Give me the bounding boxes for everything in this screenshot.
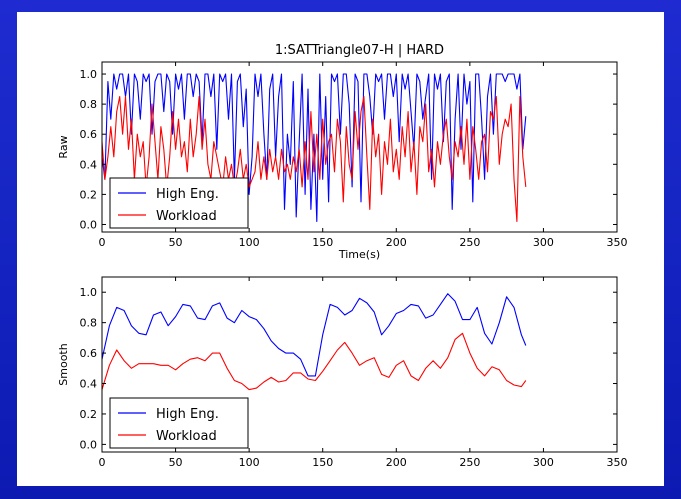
raw-legend-label-0: High Eng. [156, 187, 219, 202]
raw-y-tick-label: 0.2 [80, 188, 98, 201]
raw-x-tick-label: 0 [99, 236, 106, 249]
smooth-y-tick-label: 0.8 [80, 317, 98, 330]
raw-y-tick-label: 0.8 [80, 98, 98, 111]
raw-x-tick-label: 350 [607, 236, 628, 249]
smooth-x-tick-label: 200 [386, 456, 407, 469]
raw-plot-frame [101, 61, 618, 233]
smooth-plot-frame [101, 276, 618, 453]
figure: 1:SATTriangle07-H | HARD 0 50 100 150 200 250 3… [57, 43, 628, 469]
slide-panel: 1:SATTriangle07-H | HARD 0 50 100 150 200 250 3… [17, 12, 664, 486]
smooth-x-tick-label: 350 [607, 456, 628, 469]
smooth-y-tick-label: 0.2 [80, 408, 98, 421]
smooth-legend-label-1: Workload [156, 429, 217, 444]
raw-series-line-1 [101, 96, 527, 223]
raw-x-tick-label: 50 [169, 236, 183, 249]
smooth-y-tick-label: 1.0 [80, 286, 98, 299]
raw-legend-label-1: Workload [156, 209, 217, 224]
smooth-x-tick-label: 250 [459, 456, 480, 469]
raw-y-tick-label: 0.0 [80, 218, 98, 231]
raw-series-line-0 [101, 73, 527, 223]
smooth-y-tick-label: 0.4 [80, 378, 98, 391]
raw-x-tick-label: 300 [533, 236, 554, 249]
raw-y-tick-label: 1.0 [80, 68, 98, 81]
smooth-x-tick-label: 150 [312, 456, 333, 469]
smooth-y-axis-label: Smooth [57, 343, 70, 385]
raw-y-tick-label: 0.4 [80, 158, 98, 171]
smooth-x-tick-label: 0 [99, 456, 106, 469]
raw-x-axis-label: Time(s) [338, 248, 380, 261]
smooth-x-tick-label: 100 [239, 456, 260, 469]
raw-x-tick-label: 100 [239, 236, 260, 249]
smooth-series-line-0 [101, 293, 527, 377]
raw-y-axis-label: Raw [57, 135, 70, 158]
smooth-y-tick-label: 0.0 [80, 438, 98, 451]
raw-x-tick-label: 150 [312, 236, 333, 249]
smooth-series-line-1 [101, 332, 527, 391]
raw-x-tick-label: 200 [386, 236, 407, 249]
smooth-x-tick-label: 300 [533, 456, 554, 469]
raw-legend-box [109, 177, 249, 229]
raw-x-tick-label: 250 [459, 236, 480, 249]
smooth-x-tick-label: 50 [169, 456, 183, 469]
raw-chart-title: 1:SATTriangle07-H | HARD [275, 43, 444, 58]
smooth-y-tick-label: 0.6 [80, 347, 98, 360]
smooth-legend-label-0: High Eng. [156, 407, 219, 422]
raw-y-tick-label: 0.6 [80, 128, 98, 141]
smooth-legend-box [109, 397, 249, 449]
